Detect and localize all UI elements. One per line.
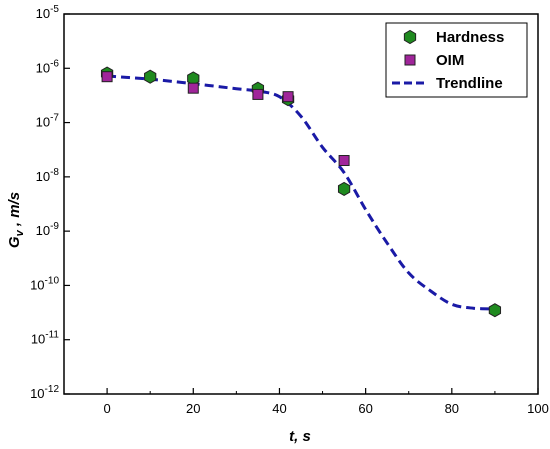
y-axis: 10-12 10-11 10-10 10-9 10-8 10-7 10-6 10-5 [30,4,70,401]
y-tick-label: 10-11 [31,330,60,347]
x-axis: 0 20 40 60 80 100 [63,388,549,416]
y-tick-label: 10-5 [36,4,60,21]
trendline [106,74,495,311]
x-tick-label: 20 [186,401,200,416]
hardness-point [337,181,351,196]
x-tick-label: 80 [445,401,459,416]
legend-label: OIM [436,52,464,69]
legend-hardness-swatch [403,29,417,45]
plot-area [100,66,502,318]
y-tick-label: 10-10 [30,275,59,292]
plot-frame [63,13,539,395]
y-tick-label: 10-7 [36,113,60,130]
legend: Hardness OIM Trendline [385,22,528,98]
y-tick-label: 10-12 [30,384,59,401]
oim-point [101,71,113,83]
y-tick-label: 10-6 [36,58,60,75]
x-tick-label: 100 [527,401,549,416]
legend-oim-swatch [404,54,416,66]
hardness-point [488,303,502,318]
legend-label: Trendline [436,75,503,92]
hardness-point [144,69,157,84]
x-tick-label: 0 [103,401,110,416]
y-tick-label: 10-9 [36,221,60,238]
x-tick-label: 60 [358,401,372,416]
oim-point [187,82,199,94]
oim-point [338,155,350,167]
y-tick-label: 10-8 [36,167,60,184]
y-axis-title: Gv , m/s [6,192,26,248]
x-axis-title: t, s [289,428,311,445]
x-tick-label: 40 [272,401,286,416]
legend-label: Hardness [436,29,504,46]
oim-point [282,91,294,103]
oim-point [252,88,264,100]
